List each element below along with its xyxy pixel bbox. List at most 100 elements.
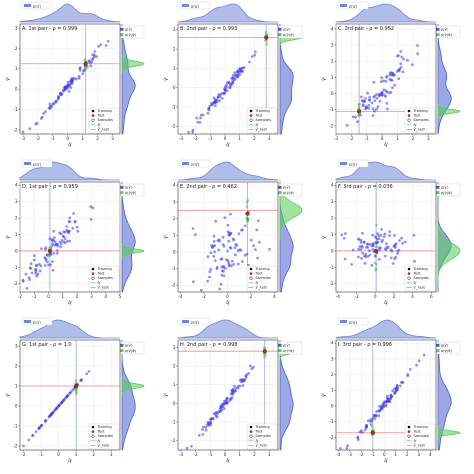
- top-marginal-kde: [19, 3, 121, 23]
- training-point: [375, 241, 379, 245]
- top-legend-swatch: [182, 4, 189, 7]
- training-point: [356, 438, 360, 441]
- x-tick-label: 0: [66, 136, 69, 141]
- training-point: [386, 397, 389, 401]
- training-point: [401, 70, 405, 74]
- y-tick-label: -2: [329, 281, 334, 286]
- training-point: [380, 240, 384, 244]
- scatter-legend-label: Training: [413, 267, 428, 271]
- training-point: [57, 96, 60, 100]
- top-legend-box: [21, 1, 53, 10]
- training-point: [44, 258, 48, 262]
- training-point: [366, 419, 370, 423]
- test-point: [48, 248, 53, 253]
- training-point: [370, 419, 374, 423]
- training-point: [237, 262, 240, 266]
- training-point: [359, 95, 363, 99]
- training-point: [374, 235, 377, 239]
- training-point: [55, 252, 59, 255]
- y-tick-label: -1: [171, 104, 176, 109]
- training-point: [393, 73, 396, 77]
- y-tick-label: -2: [171, 283, 176, 288]
- training-point: [375, 93, 378, 96]
- training-point: [370, 244, 374, 248]
- top-marginal-kde: [177, 161, 279, 181]
- y-tick-label: 4: [15, 183, 18, 188]
- subplot-panel: p(qⁱ) p(ŷⁱ)p(ŷⁱ|q̂ⁱ) -2 -1 0 1 2 3 4 5 -2 -1 0 1 2 3 4 D.…: [4, 159, 145, 306]
- training-point: [357, 247, 360, 251]
- x-tick-label: -2: [359, 452, 364, 457]
- training-point: [217, 410, 220, 414]
- y-tick-label: 0: [173, 249, 176, 254]
- training-point: [82, 69, 86, 72]
- scatter-legend-label: q̂ⁱ: [255, 123, 258, 127]
- x-tick-label: 0: [226, 294, 229, 299]
- training-point: [385, 76, 388, 79]
- training-point: [373, 99, 377, 103]
- scatter-legend-label: ŷⁱ_test: [98, 443, 110, 447]
- training-point: [86, 65, 89, 68]
- scatter-legend-label: Samples: [256, 118, 271, 122]
- x-tick-label: -1: [32, 294, 37, 299]
- top-legend-swatch: [24, 162, 31, 165]
- training-point: [29, 262, 33, 266]
- training-point: [220, 97, 224, 100]
- training-point: [361, 251, 364, 255]
- training-point: [363, 100, 367, 103]
- x-tick-label: 3: [110, 452, 113, 457]
- training-point: [38, 269, 42, 273]
- training-point: [400, 55, 404, 59]
- scatter-legend-label: Training: [255, 267, 270, 271]
- subplot-panel: p(qⁱ) p(ŷⁱ)p(ŷⁱ|q̂ⁱ) -4 -2 0 2 4 -2 -1 0 1 2 3 4 E. 2n…: [162, 159, 303, 306]
- y-tick-label: -1: [13, 423, 18, 428]
- training-point: [48, 415, 51, 418]
- training-point: [368, 98, 371, 102]
- training-point: [212, 240, 216, 243]
- training-point: [72, 212, 75, 215]
- training-point: [361, 103, 365, 107]
- x-axis-label: q̂ⁱ: [226, 142, 230, 148]
- training-point: [64, 88, 67, 92]
- x-tick-label: 3: [427, 136, 430, 141]
- y-tick-label: 3: [173, 199, 176, 204]
- scatter-legend-label: q̂ⁱ: [97, 281, 100, 285]
- training-point: [61, 89, 65, 93]
- training-point: [201, 428, 204, 431]
- test-point: [264, 35, 269, 40]
- right-legend-swatch: [433, 185, 440, 189]
- training-point: [222, 92, 226, 96]
- training-point: [240, 228, 243, 232]
- y-tick-label: -1: [13, 265, 18, 270]
- y-tick-label: 4: [331, 183, 334, 188]
- sample-point: [74, 379, 78, 382]
- training-point: [222, 407, 226, 410]
- sample-point: [374, 269, 377, 272]
- training-point: [356, 120, 359, 124]
- y-tick-label: 1: [15, 383, 18, 388]
- x-tick-label: 1: [238, 136, 241, 141]
- scatter-legend-label: Test: [97, 430, 106, 434]
- y-tick-label: 2: [15, 46, 18, 51]
- training-point: [369, 423, 373, 426]
- y-tick-label: 4: [331, 341, 334, 346]
- training-point: [97, 45, 101, 48]
- sample-point: [375, 223, 378, 227]
- training-point: [88, 59, 91, 62]
- training-point: [208, 270, 212, 274]
- scatter-legend-marker: [91, 430, 95, 433]
- scatter-legend-label: Samples: [414, 118, 429, 122]
- training-point: [215, 415, 219, 419]
- x-axis-label: q̂ⁱ: [68, 458, 72, 464]
- y-tick-label: -1: [13, 107, 18, 112]
- training-point: [52, 229, 56, 233]
- scatter-legend-marker: [91, 267, 95, 271]
- training-point: [358, 245, 362, 248]
- top-legend-label: p(qⁱ): [33, 163, 42, 167]
- training-point: [250, 55, 254, 58]
- training-point: [222, 266, 225, 269]
- right-legend-label: p(ŷⁱ|q̂ⁱ): [441, 349, 453, 353]
- right-legend-swatch: [433, 343, 440, 347]
- training-point: [53, 100, 57, 104]
- training-point: [380, 93, 384, 97]
- training-point: [77, 76, 81, 80]
